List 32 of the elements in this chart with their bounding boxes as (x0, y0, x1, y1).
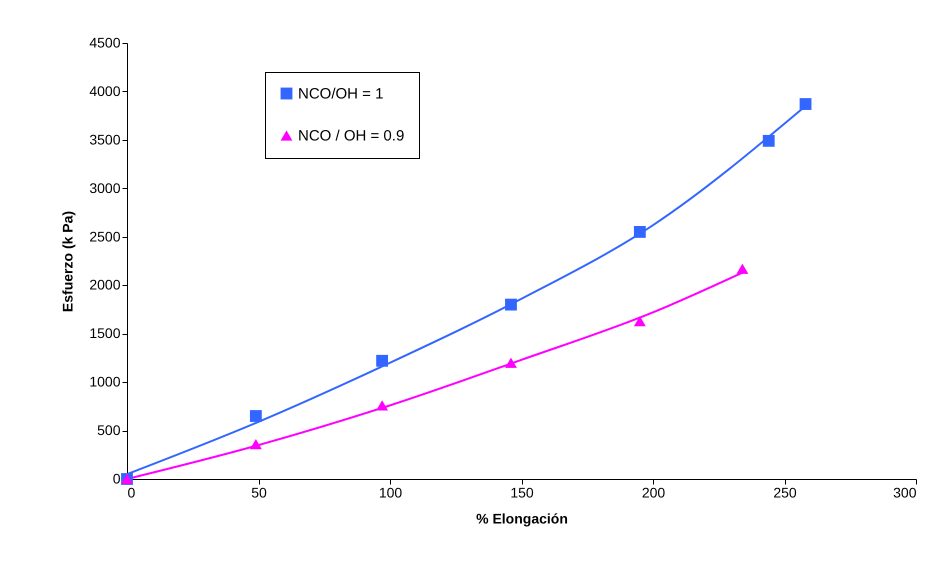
point (376, 354, 388, 367)
x-tick-label: 200 (642, 484, 666, 500)
point (762, 134, 775, 147)
x-tick-label: 300 (893, 484, 917, 500)
x-tick-label: 150 (510, 484, 534, 500)
y-tick-label: 4000 (89, 82, 121, 99)
point (376, 400, 388, 410)
y-tick-label: 1000 (89, 374, 121, 390)
point (250, 410, 262, 422)
point (505, 358, 517, 368)
point (634, 316, 646, 326)
x-axis-title: % Elongación (476, 510, 568, 526)
y-tick-label: 2000 (89, 276, 121, 293)
x-tick-label: 250 (773, 484, 797, 500)
y-axis-title: Esfuerzo (k Pa) (59, 210, 76, 312)
point (634, 226, 646, 238)
y-tick-label: 3000 (89, 180, 121, 196)
point (736, 264, 748, 274)
legend-label: NCO/OH = 1 (298, 86, 384, 102)
point (505, 298, 517, 311)
x-tick-label: 0 (128, 484, 136, 500)
y-tick-label: 0 (112, 470, 121, 486)
y-tick-label: 1500 (89, 325, 121, 342)
x-tick-label: 50 (251, 484, 267, 500)
y-tick-label: 3500 (89, 131, 121, 148)
point (250, 438, 262, 450)
legend-label: NCO / OH = 0.9 (298, 128, 404, 144)
x-tick-label: 100 (378, 484, 402, 500)
point (800, 98, 812, 110)
y-tick-label: 2500 (89, 228, 121, 244)
y-tick-label: 4500 (89, 34, 121, 50)
y-tick-label: 500 (97, 422, 121, 438)
